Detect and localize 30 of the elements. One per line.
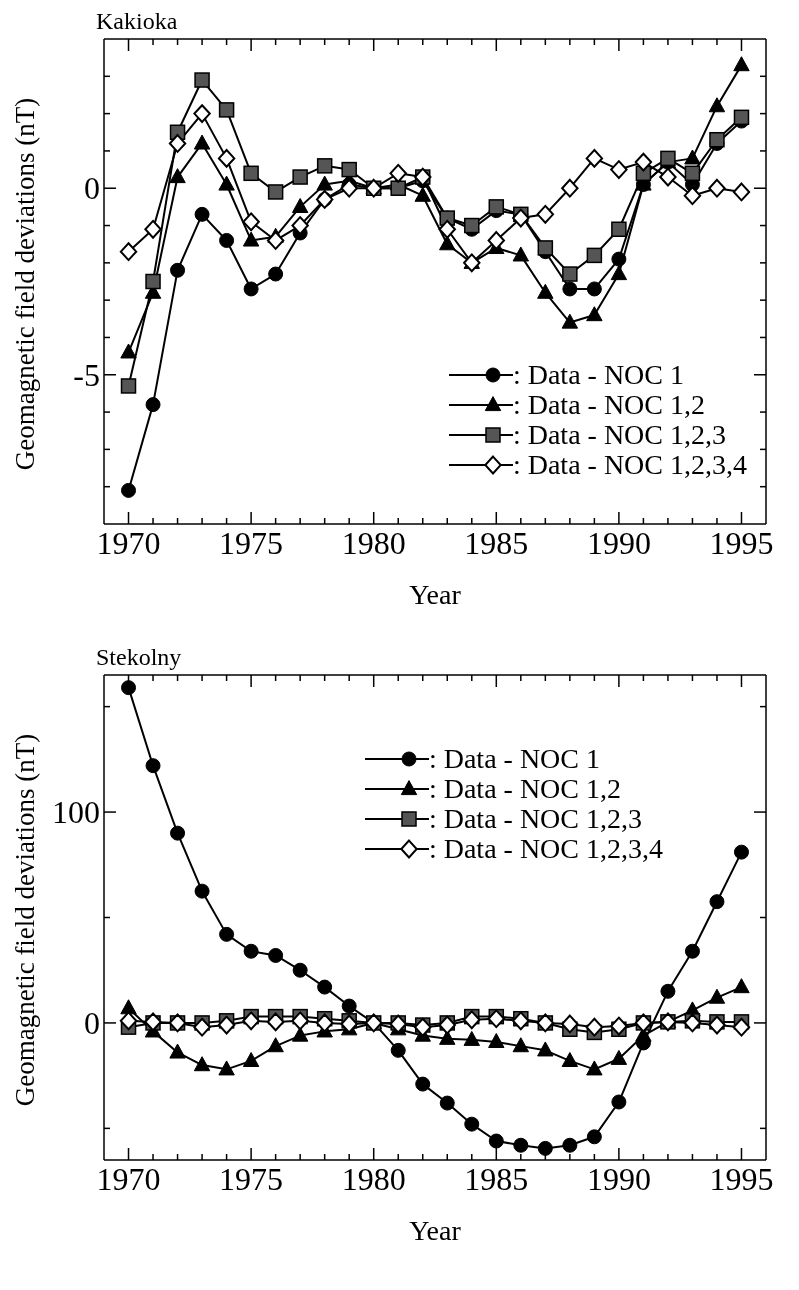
y-axis-title: Geomagnetic field deviations (nT) (10, 97, 40, 471)
y-tick-label: 100 (52, 794, 100, 831)
x-tick-label: 1990 (586, 525, 651, 561)
legend-label: : Data - NOC 1,2,3 (428, 803, 642, 834)
x-axis-title: Year (409, 1215, 462, 1246)
x-axis-title: Year (409, 579, 462, 610)
x-tick-label: 1985 (464, 1161, 529, 1197)
x-tick-label: 1975 (219, 525, 284, 561)
legend-label: : Data - NOC 1,2 (428, 773, 621, 804)
y-axis-title: Geomagnetic field deviations (nT) (10, 733, 40, 1107)
chart-title: Kakioka (96, 8, 179, 34)
x-tick-label: 1995 (709, 1161, 774, 1197)
x-tick-label: 1970 (96, 1161, 161, 1197)
legend-label: : Data - NOC 1,2,3 (512, 419, 726, 450)
legend-label: : Data - NOC 1,2 (512, 389, 705, 420)
x-tick-label: 1980 (341, 525, 406, 561)
x-tick-label: 1995 (709, 525, 774, 561)
chart-title: Stekolny (96, 644, 183, 670)
y-tick-label: 0 (84, 170, 100, 207)
legend-label: : Data - NOC 1 (512, 359, 684, 390)
y-tick-label: -5 (73, 356, 100, 393)
legend-label: : Data - NOC 1 (428, 743, 600, 774)
x-tick-label: 1975 (219, 1161, 284, 1197)
x-tick-label: 1980 (341, 1161, 406, 1197)
x-tick-label: 1985 (464, 525, 529, 561)
legend-label: : Data - NOC 1,2,3,4 (428, 833, 663, 864)
x-tick-label: 1970 (96, 525, 161, 561)
x-tick-label: 1990 (586, 1161, 651, 1197)
y-tick-label: 0 (84, 1004, 100, 1041)
legend-label: : Data - NOC 1,2,3,4 (512, 449, 747, 480)
